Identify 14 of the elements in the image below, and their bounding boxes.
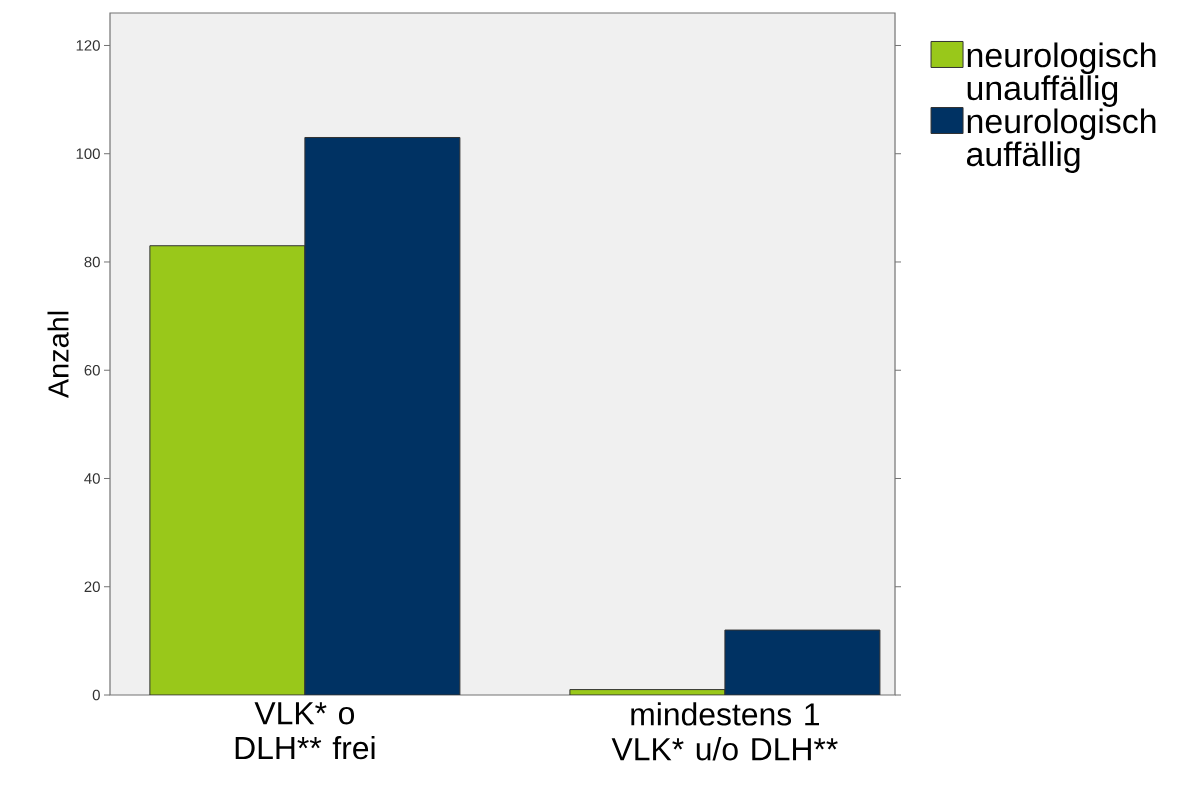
bar: [149, 245, 306, 695]
y-tick-label: 80: [84, 256, 100, 268]
legend-label: neurologisch auffällig: [966, 108, 1156, 173]
y-tick-label: 20: [84, 581, 100, 593]
x-tick-label: mindestens 1 VLK* u/o DLH**: [611, 702, 838, 761]
bar: [724, 629, 881, 695]
y-tick-label: 0: [92, 689, 100, 701]
y-tick-label: 40: [84, 473, 100, 484]
y-axis-title: Anzahl: [47, 311, 69, 399]
y-tick-label: 120: [76, 40, 100, 51]
y-tick-label: 60: [84, 364, 100, 376]
bar: [304, 136, 461, 695]
x-tick-label: VLK* o DLH** frei: [235, 702, 375, 760]
y-tick-label: 100: [76, 148, 100, 160]
